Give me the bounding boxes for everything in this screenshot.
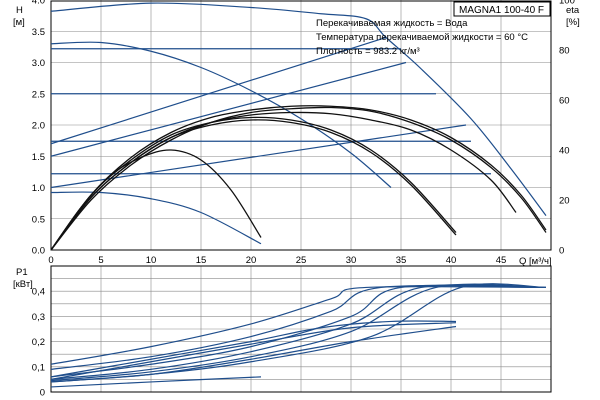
power-curve-0 (50, 285, 547, 365)
fluid-annotation: Перекачиваемая жидкость = Вода (316, 18, 468, 29)
y-tick-label: 4.0 (32, 0, 45, 7)
efficiency-curve-12 (50, 111, 517, 251)
y2-tick-label: 100 (559, 0, 575, 7)
power-y-tick-label: 0,4 (32, 287, 45, 298)
power-y-tick-label: 0,3 (32, 312, 45, 323)
power-y-tick-label: 0,1 (32, 362, 45, 373)
head-curve-5 (50, 124, 467, 189)
density-annotation: Плотность = 983.2 кг/м³ (316, 46, 420, 57)
head-curve-4 (50, 61, 407, 157)
y2-tick-label: 40 (559, 146, 570, 157)
head-curve-2 (50, 191, 262, 245)
head-chart-y2-ticks: 0 20 40 60 80 100 (559, 0, 575, 257)
x-tick-label: 45 (496, 255, 507, 266)
head-curve-1 (50, 41, 392, 188)
power-y-tick-label: 0 (40, 388, 45, 399)
model-label: MAGNA1 100-40 F (459, 5, 544, 16)
x-tick-label: 5 (98, 255, 103, 266)
efficiency-curve-13 (50, 116, 457, 251)
y2-tick-label: 20 (559, 196, 570, 207)
head-chart-series (50, 2, 547, 251)
y2-tick-label: 80 (559, 46, 570, 57)
x-tick-label: 15 (196, 255, 207, 266)
head-curve-3 (50, 36, 387, 145)
power-curve-9 (50, 325, 457, 383)
y2-axis-unit: [%] (566, 17, 580, 28)
power-curve-7 (50, 322, 457, 380)
x-axis-label: Q [м³/ч] (519, 256, 552, 267)
model-label-box (453, 1, 551, 17)
x-tick-label: 20 (246, 255, 257, 266)
efficiency-curve-15 (50, 149, 262, 251)
power-curve-3 (50, 284, 547, 380)
power-curve-6 (50, 320, 457, 378)
power-chart-series (50, 283, 547, 388)
y-axis-unit: [м] (13, 17, 25, 28)
y-tick-label: 0.5 (32, 214, 45, 225)
y-tick-label: 2.0 (32, 121, 45, 132)
power-curve-1 (50, 285, 547, 370)
x-tick-label: 30 (346, 255, 357, 266)
y-tick-label: 0.0 (32, 246, 45, 257)
y-tick-label: 1.5 (32, 152, 45, 163)
power-chart-frame (50, 265, 552, 393)
power-curve-8 (50, 376, 262, 388)
power-curve-4 (50, 283, 547, 382)
x-tick-label: 40 (446, 255, 457, 266)
x-tick-label: 0 (48, 255, 53, 266)
power-curve-5 (50, 283, 547, 383)
head-curve-0 (50, 2, 547, 216)
head-chart-y-ticks: 0.0 0.5 1.0 1.5 2.0 2.5 3.0 3.5 4.0 (32, 0, 45, 257)
y2-axis-label: eta (566, 5, 580, 16)
y2-tick-label: 60 (559, 96, 570, 107)
power-chart-y-ticks: 0 0,1 0,2 0,3 0,4 (32, 287, 45, 399)
efficiency-curve-14 (50, 119, 457, 251)
head-chart-x-ticks: 0 5 10 15 20 25 30 35 40 45 (48, 255, 506, 266)
x-tick-label: 35 (396, 255, 407, 266)
y-tick-label: 3.5 (32, 27, 45, 38)
y-tick-label: 3.0 (32, 58, 45, 69)
head-chart-frame (50, 0, 552, 251)
power-y-axis-unit: [кВт] (13, 279, 33, 290)
power-curve-2 (50, 284, 547, 378)
y-tick-label: 2.5 (32, 89, 45, 100)
power-y-axis-label: P1 (16, 267, 28, 278)
y2-tick-label: 0 (559, 246, 564, 257)
x-tick-label: 25 (296, 255, 307, 266)
x-tick-label: 10 (146, 255, 157, 266)
efficiency-curve-11 (50, 106, 547, 251)
y-axis-label: H (16, 5, 23, 16)
temperature-annotation: Температура перекачиваемой жидкости = 60… (316, 32, 528, 43)
y-tick-label: 1.0 (32, 183, 45, 194)
efficiency-curve-10 (50, 105, 547, 251)
power-y-tick-label: 0,2 (32, 337, 45, 348)
